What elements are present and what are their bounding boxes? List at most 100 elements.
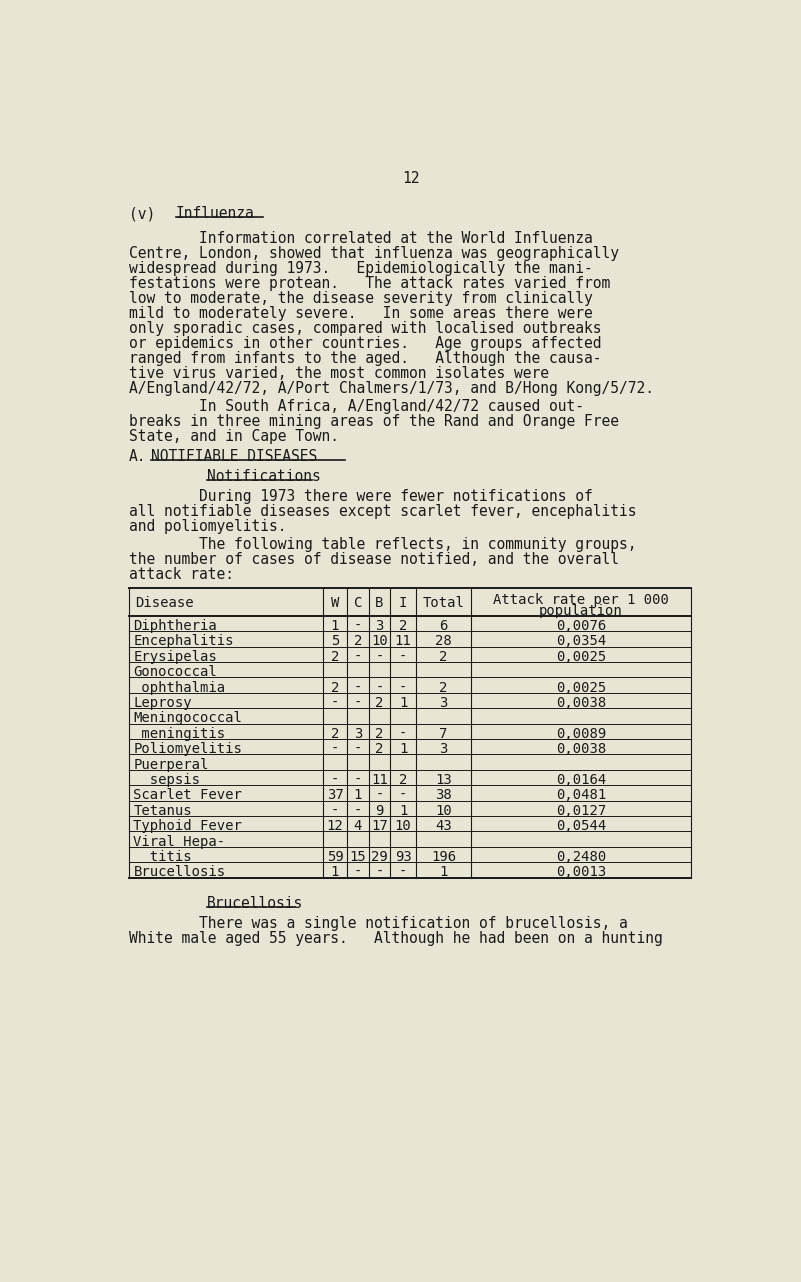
- Text: Total: Total: [422, 596, 465, 610]
- Text: W: W: [331, 596, 339, 610]
- Text: Brucellosis: Brucellosis: [207, 896, 304, 912]
- Text: 0,0013: 0,0013: [556, 865, 606, 879]
- Text: Notifications: Notifications: [207, 469, 321, 483]
- Text: only sporadic cases, compared with localised outbreaks: only sporadic cases, compared with local…: [129, 320, 602, 336]
- Text: 1: 1: [331, 619, 339, 633]
- Text: 0,0089: 0,0089: [556, 727, 606, 741]
- Text: The following table reflects, in community groups,: The following table reflects, in communi…: [129, 537, 636, 553]
- Text: 1: 1: [439, 865, 448, 879]
- Text: 29: 29: [371, 850, 388, 864]
- Text: 9: 9: [376, 804, 384, 818]
- Text: all notifiable diseases except scarlet fever, encephalitis: all notifiable diseases except scarlet f…: [129, 504, 636, 519]
- Text: -: -: [331, 773, 339, 787]
- Text: Puerperal: Puerperal: [134, 758, 209, 772]
- Text: 17: 17: [371, 819, 388, 833]
- Text: 1: 1: [399, 804, 408, 818]
- Text: C: C: [353, 596, 362, 610]
- Text: titis: titis: [134, 850, 192, 864]
- Text: -: -: [376, 788, 384, 803]
- Text: -: -: [331, 742, 339, 756]
- Text: Information correlated at the World Influenza: Information correlated at the World Infl…: [129, 231, 593, 246]
- Text: -: -: [376, 681, 384, 695]
- Text: and poliomyelitis.: and poliomyelitis.: [129, 519, 286, 533]
- Text: Leprosy: Leprosy: [134, 696, 192, 710]
- Text: 0,0481: 0,0481: [556, 788, 606, 803]
- Text: sepsis: sepsis: [134, 773, 200, 787]
- Text: Diphtheria: Diphtheria: [134, 619, 217, 633]
- Text: 12: 12: [327, 819, 344, 833]
- Text: 3: 3: [353, 727, 362, 741]
- Text: -: -: [376, 650, 384, 664]
- Text: widespread during 1973.   Epidemiologically the mani-: widespread during 1973. Epidemiologicall…: [129, 260, 593, 276]
- Text: During 1973 there were fewer notifications of: During 1973 there were fewer notificatio…: [129, 488, 593, 504]
- Text: ranged from infants to the aged.   Although the causa-: ranged from infants to the aged. Althoug…: [129, 351, 602, 365]
- Text: 6: 6: [439, 619, 448, 633]
- Text: -: -: [353, 681, 362, 695]
- Text: 11: 11: [395, 635, 412, 649]
- Text: or epidemics in other countries.   Age groups affected: or epidemics in other countries. Age gro…: [129, 336, 602, 351]
- Text: (v): (v): [129, 206, 155, 222]
- Text: 43: 43: [435, 819, 452, 833]
- Text: Viral Hepa-: Viral Hepa-: [134, 835, 226, 849]
- Text: 2: 2: [331, 650, 339, 664]
- Text: 38: 38: [435, 788, 452, 803]
- Text: 0,0076: 0,0076: [556, 619, 606, 633]
- Text: -: -: [353, 773, 362, 787]
- Text: -: -: [353, 742, 362, 756]
- Text: 2: 2: [376, 727, 384, 741]
- Text: 2: 2: [439, 681, 448, 695]
- Text: mild to moderately severe.   In some areas there were: mild to moderately severe. In some areas…: [129, 306, 593, 320]
- Text: 0,0025: 0,0025: [556, 681, 606, 695]
- Text: Brucellosis: Brucellosis: [134, 865, 226, 879]
- Text: low to moderate, the disease severity from clinically: low to moderate, the disease severity fr…: [129, 291, 593, 306]
- Text: meningitis: meningitis: [134, 727, 226, 741]
- Text: -: -: [399, 650, 408, 664]
- Text: A.: A.: [129, 449, 147, 464]
- Text: Tetanus: Tetanus: [134, 804, 192, 818]
- Text: 1: 1: [399, 696, 408, 710]
- Text: -: -: [399, 865, 408, 879]
- Text: -: -: [353, 619, 362, 633]
- Text: 196: 196: [431, 850, 456, 864]
- Text: Typhoid Fever: Typhoid Fever: [134, 819, 243, 833]
- Text: -: -: [331, 696, 339, 710]
- Text: 1: 1: [353, 788, 362, 803]
- Text: 2: 2: [353, 635, 362, 649]
- Text: 13: 13: [435, 773, 452, 787]
- Text: -: -: [399, 727, 408, 741]
- Text: B: B: [376, 596, 384, 610]
- Text: the number of cases of disease notified, and the overall: the number of cases of disease notified,…: [129, 553, 619, 567]
- Text: -: -: [353, 865, 362, 879]
- Text: -: -: [399, 681, 408, 695]
- Text: 0,0127: 0,0127: [556, 804, 606, 818]
- Text: 11: 11: [371, 773, 388, 787]
- Text: -: -: [399, 788, 408, 803]
- Text: There was a single notification of brucellosis, a: There was a single notification of bruce…: [129, 917, 627, 931]
- Text: 59: 59: [327, 850, 344, 864]
- Text: 28: 28: [435, 635, 452, 649]
- Text: 37: 37: [327, 788, 344, 803]
- Text: Attack rate per 1 000: Attack rate per 1 000: [493, 592, 669, 606]
- Text: Scarlet Fever: Scarlet Fever: [134, 788, 243, 803]
- Text: In South Africa, A/England/42/72 caused out-: In South Africa, A/England/42/72 caused …: [129, 399, 584, 414]
- Text: -: -: [353, 804, 362, 818]
- Text: Gonococcal: Gonococcal: [134, 665, 217, 679]
- Text: festations were protean.   The attack rates varied from: festations were protean. The attack rate…: [129, 276, 610, 291]
- Text: Centre, London, showed that influenza was geographically: Centre, London, showed that influenza wa…: [129, 246, 619, 260]
- Text: Meningococcal: Meningococcal: [134, 712, 243, 726]
- Text: 10: 10: [435, 804, 452, 818]
- Text: 2: 2: [399, 619, 408, 633]
- Text: 1: 1: [331, 865, 339, 879]
- Text: 12: 12: [402, 171, 420, 186]
- Text: -: -: [331, 804, 339, 818]
- Text: -: -: [353, 696, 362, 710]
- Text: White male aged 55 years.   Although he had been on a hunting: White male aged 55 years. Although he ha…: [129, 931, 662, 946]
- Text: -: -: [376, 865, 384, 879]
- Text: 2: 2: [399, 773, 408, 787]
- Text: 10: 10: [371, 635, 388, 649]
- Text: 2: 2: [331, 681, 339, 695]
- Text: 0,0038: 0,0038: [556, 696, 606, 710]
- Text: 0,0354: 0,0354: [556, 635, 606, 649]
- Text: I: I: [399, 596, 408, 610]
- Text: 10: 10: [395, 819, 412, 833]
